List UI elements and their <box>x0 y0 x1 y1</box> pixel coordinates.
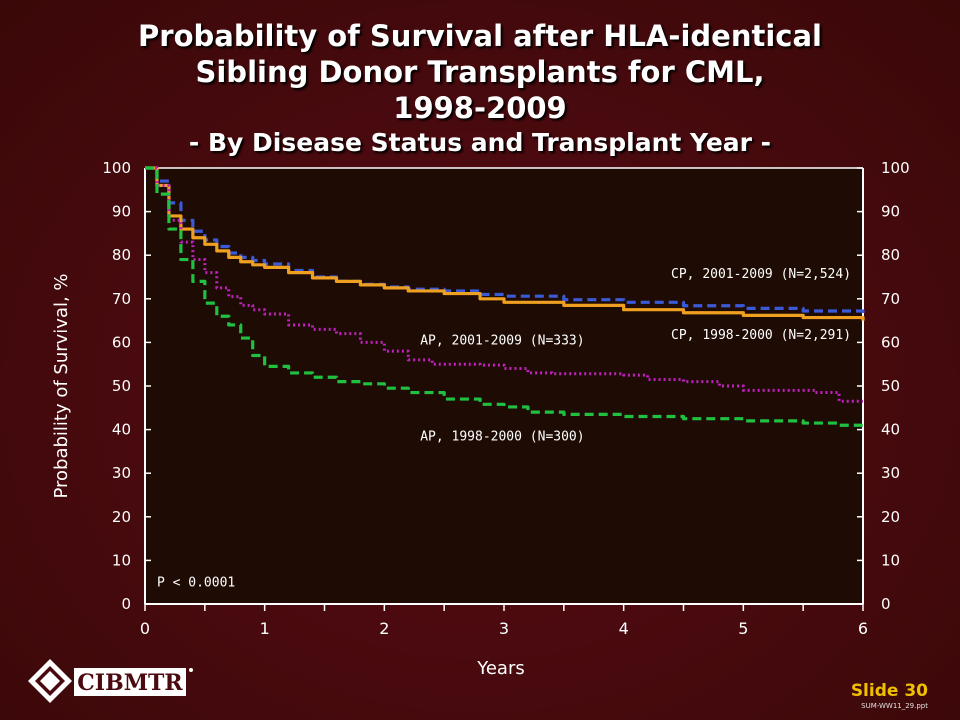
chart-subtitle: - By Disease Status and Transplant Year … <box>188 128 772 157</box>
y-tick-label-left: 50 <box>112 377 131 395</box>
y-tick-label-right: 50 <box>881 377 900 395</box>
y-tick-label-right: 0 <box>881 595 891 613</box>
title-line-1: Probability of Survival after HLA-identi… <box>138 19 822 53</box>
x-tick-label: 2 <box>379 619 389 638</box>
y-tick-label-right: 40 <box>881 421 900 439</box>
y-tick-label-right: 60 <box>881 333 900 351</box>
x-tick-label: 0 <box>140 619 150 638</box>
series-line-2 <box>145 166 863 403</box>
y-tick-label-right: 100 <box>881 159 910 177</box>
y-tick-label-right: 20 <box>881 508 900 526</box>
p-value-annotation: P < 0.0001 <box>157 576 235 591</box>
y-tick-label-left: 80 <box>112 246 131 264</box>
y-tick-label-right: 10 <box>881 551 900 569</box>
title-line-3: 1998-2009 <box>393 91 567 125</box>
series-label-3: AP, 1998-2000 (N=300) <box>420 430 584 445</box>
series-label-2: AP, 2001-2009 (N=333) <box>420 334 584 349</box>
cibmtr-logo-mark-icon <box>28 659 72 703</box>
y-tick-label-left: 10 <box>112 551 131 569</box>
registered-mark-icon <box>189 668 193 672</box>
y-tick-label-left: 90 <box>112 203 131 221</box>
x-tick-label: 1 <box>260 619 270 638</box>
y-tick-label-left: 20 <box>112 508 131 526</box>
x-tick-label: 5 <box>738 619 748 638</box>
x-tick-label: 3 <box>499 619 509 638</box>
series-label-1: CP, 1998-2000 (N=2,291) <box>671 328 851 343</box>
y-tick-label-left: 40 <box>112 421 131 439</box>
y-tick-label-right: 90 <box>881 203 900 221</box>
y-tick-label-left: 100 <box>102 159 131 177</box>
series-line-3 <box>145 166 865 430</box>
cibmtr-logo-text: CIBMTR <box>77 670 183 696</box>
plot-area <box>145 168 863 604</box>
chart-title: Probability of Survival after HLA-identi… <box>0 18 960 160</box>
x-axis-label: Years <box>476 658 525 679</box>
y-axis-label: Probability of Survival, % <box>51 273 72 498</box>
y-tick-label-right: 70 <box>881 290 900 308</box>
cibmtr-logo-plate <box>74 668 186 696</box>
y-tick-label-left: 30 <box>112 464 131 482</box>
series-line-1 <box>145 166 865 321</box>
x-tick-label: 6 <box>858 619 868 638</box>
series-label-0: CP, 2001-2009 (N=2,524) <box>671 267 851 282</box>
y-tick-label-left: 0 <box>121 595 131 613</box>
y-tick-label-left: 60 <box>112 333 131 351</box>
file-reference: SUM-WW11_29.ppt <box>861 702 928 710</box>
x-tick-label: 4 <box>619 619 629 638</box>
slide-number: Slide 30 <box>850 681 928 701</box>
cibmtr-logo: CIBMTR <box>28 659 193 703</box>
y-tick-label-right: 80 <box>881 246 900 264</box>
y-tick-label-left: 70 <box>112 290 131 308</box>
y-tick-label-right: 30 <box>881 464 900 482</box>
title-line-2: Sibling Donor Transplants for CML, <box>195 55 765 89</box>
